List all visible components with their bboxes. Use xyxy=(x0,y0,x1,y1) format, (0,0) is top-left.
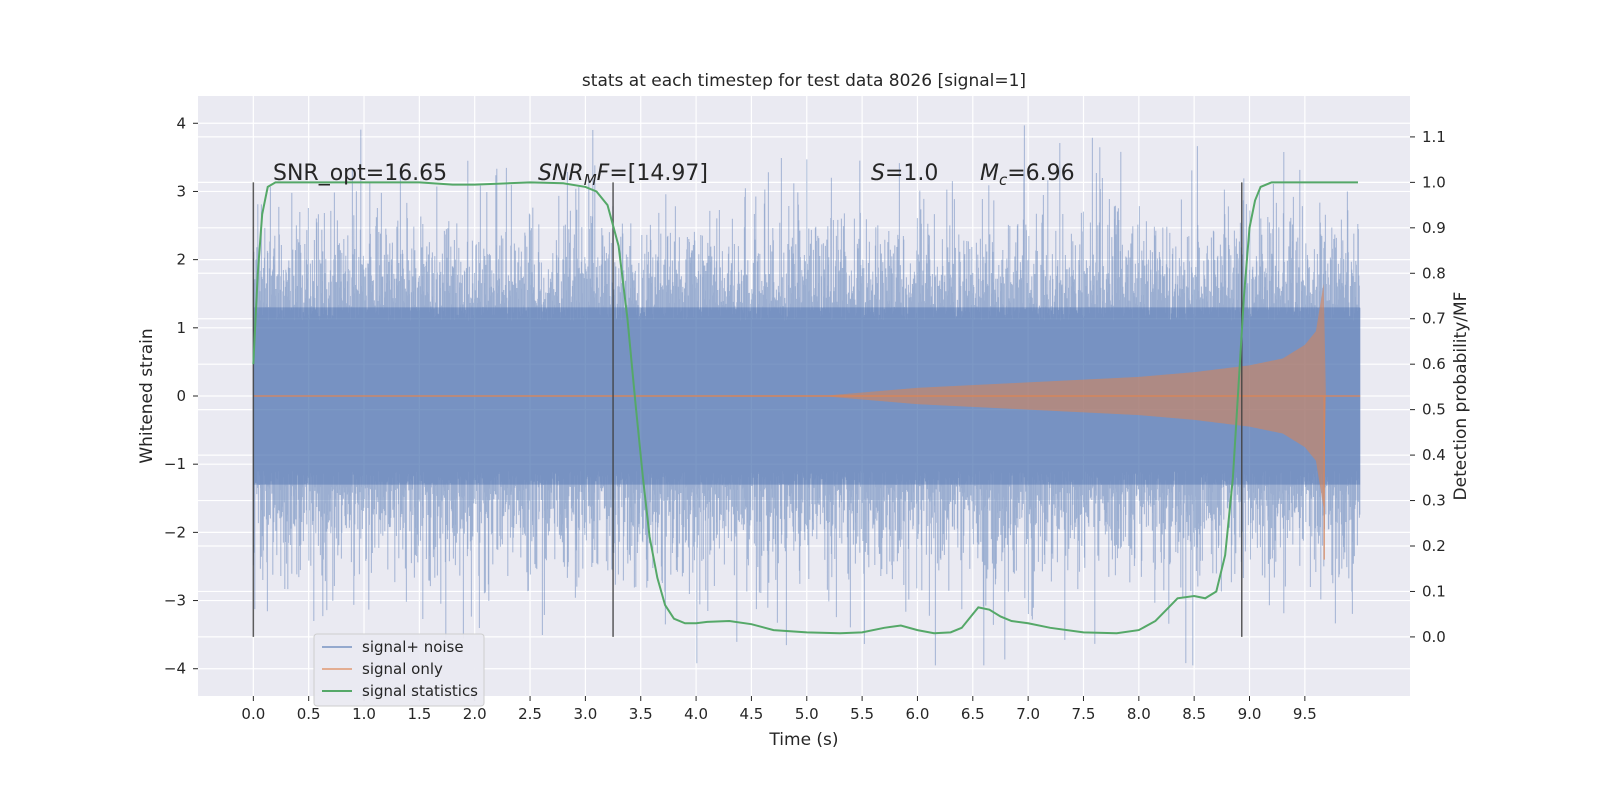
series-signal-statistics xyxy=(252,181,1358,635)
x-tick-label: 7.5 xyxy=(1072,705,1096,723)
x-tick-label: 6.5 xyxy=(961,705,985,723)
x-tick-label: 5.0 xyxy=(795,705,819,723)
annotation-snr-opt: SNR_opt=16.65 xyxy=(273,161,447,186)
y-right-tick-label: 1.1 xyxy=(1422,128,1446,146)
x-tick-label: 0.0 xyxy=(241,705,265,723)
vertical-markers xyxy=(252,182,1243,637)
y-right-tick-label: 0.5 xyxy=(1422,401,1446,419)
x-tick-label: 6.0 xyxy=(906,705,930,723)
x-tick-label: 0.5 xyxy=(297,705,321,723)
annotations: SNR_opt=16.65 SNRMF=[14.97] S=1.0 Mc=6.9… xyxy=(273,161,1075,189)
series-signal-only xyxy=(253,283,1361,560)
legend-label-signal: signal only xyxy=(362,660,443,678)
x-tick-label: 9.5 xyxy=(1293,705,1317,723)
signal-statistics-line xyxy=(252,181,1358,635)
y-tick-label: −2 xyxy=(164,523,186,541)
y-right-tick-label: 0.8 xyxy=(1422,264,1446,282)
chart-title: stats at each timestep for test data 802… xyxy=(582,71,1026,91)
y-right-tick-label: 0.7 xyxy=(1422,310,1446,328)
y-right-tick-label: 0.2 xyxy=(1422,537,1446,555)
y-tick-label: −4 xyxy=(164,660,186,678)
x-tick-label: 4.5 xyxy=(739,705,763,723)
y-tick-label: 2 xyxy=(176,251,186,269)
x-tick-label: 1.0 xyxy=(352,705,376,723)
y-tick-label: 0 xyxy=(176,387,186,405)
y-right-tick-label: 0.1 xyxy=(1422,582,1446,600)
x-tick-label: 5.5 xyxy=(850,705,874,723)
x-tick-label: 8.5 xyxy=(1182,705,1206,723)
y-tick-label: −1 xyxy=(164,455,186,473)
x-tick-label: 3.0 xyxy=(573,705,597,723)
legend-label-noise: signal+ noise xyxy=(362,638,464,656)
x-tick-label: 9.0 xyxy=(1238,705,1262,723)
y-right-tick-label: 1.0 xyxy=(1422,173,1446,191)
y-axis-label: Whitened strain xyxy=(137,328,157,463)
annotation-snr-mf: SNRMF=[14.97] xyxy=(538,161,708,189)
y-tick-label: 1 xyxy=(176,319,186,337)
x-tick-label: 8.0 xyxy=(1127,705,1151,723)
x-tick-label: 1.5 xyxy=(407,705,431,723)
y-right-tick-label: 0.0 xyxy=(1422,628,1446,646)
y-axis-right-label: Detection probability/MF xyxy=(1451,292,1471,501)
annotation-s: S=1.0 xyxy=(871,161,938,186)
x-tick-label: 2.5 xyxy=(518,705,542,723)
legend: signal+ noise signal only signal statist… xyxy=(313,633,485,707)
x-tick-label: 4.0 xyxy=(684,705,708,723)
annotation-mc: Mc=6.96 xyxy=(980,161,1075,189)
y-right-tick-label: 0.9 xyxy=(1422,219,1446,237)
legend-label-stat: signal statistics xyxy=(362,682,478,700)
y-right-tick-label: 0.4 xyxy=(1422,446,1446,464)
y-axis-right-ticks: 1.1 1.0 0.9 0.8 0.7 0.6 0.5 0.4 0.3 0.2 0.1 0.0 xyxy=(1410,128,1446,646)
y-tick-label: 4 xyxy=(176,114,186,132)
x-axis-label: Time (s) xyxy=(768,730,838,750)
y-right-tick-label: 0.3 xyxy=(1422,492,1446,510)
x-tick-label: 3.5 xyxy=(629,705,653,723)
legend-box xyxy=(313,633,485,707)
y-tick-label: −3 xyxy=(164,592,186,610)
x-tick-label: 2.0 xyxy=(463,705,487,723)
y-right-tick-label: 0.6 xyxy=(1422,355,1446,373)
y-axis-ticks: 4 3 2 1 0 −1 −2 −3 −4 xyxy=(164,114,198,678)
y-tick-label: 3 xyxy=(176,182,186,200)
x-axis-ticks: 0.0 0.5 1.0 1.5 2.0 2.5 3.0 3.5 4.0 4.5 5.0 5.5 6.0 6… xyxy=(241,696,1317,723)
x-tick-label: 7.0 xyxy=(1016,705,1040,723)
